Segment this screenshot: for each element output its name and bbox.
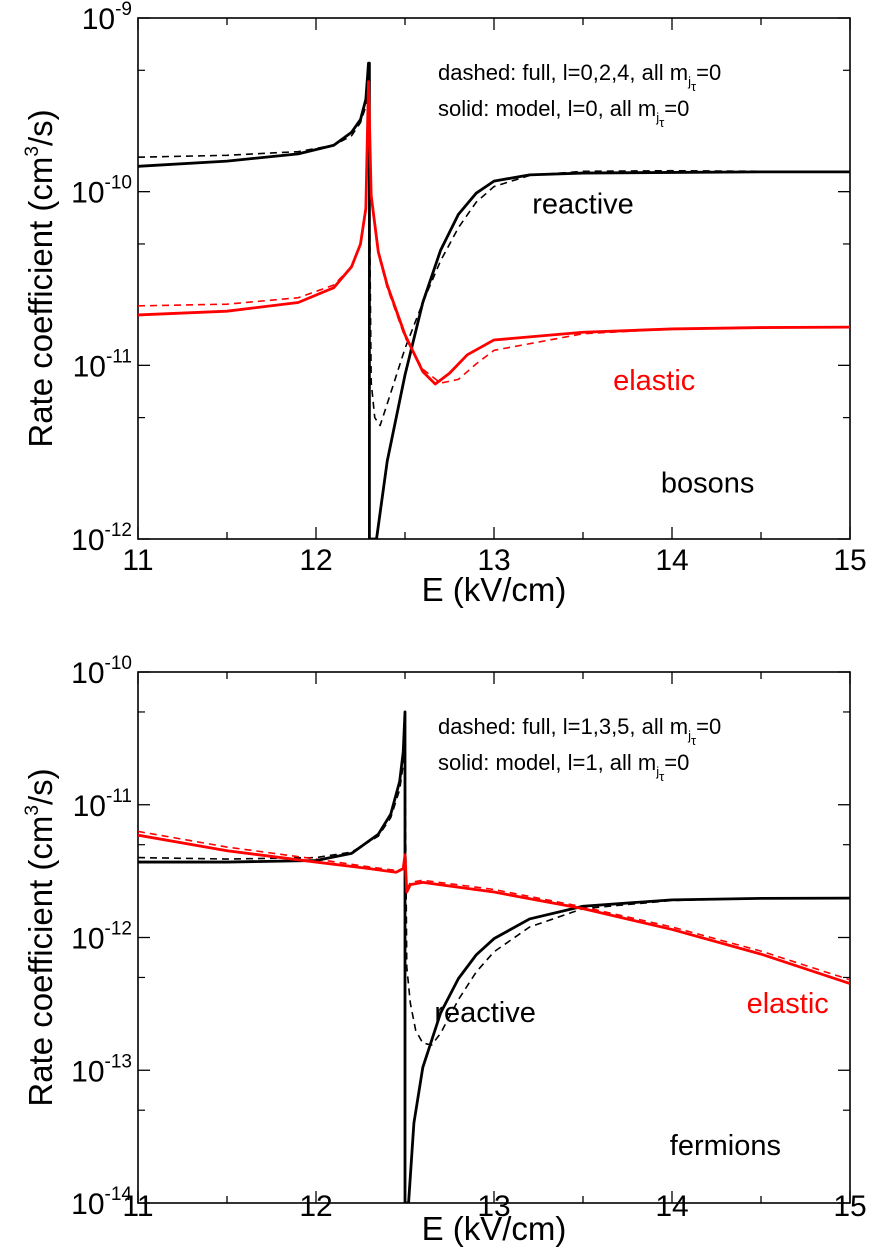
x-tick-label: 14	[655, 1190, 688, 1223]
y-tick-label: 10-12	[71, 520, 132, 557]
bosons-panel: 11 12 13 14 15 10-12 10-11 10-10 10-9 E (kV/cm) Ra…	[22, 0, 867, 608]
x-tick-label: 12	[299, 544, 332, 577]
annotation-reactive: reactive	[532, 188, 634, 220]
x-tick-label: 15	[833, 1190, 866, 1223]
annotation-bosons: bosons	[661, 468, 755, 500]
legend-entry-solid: solid: model, l=0, all mjτ=0	[438, 96, 689, 130]
reactive-model-solid-line	[138, 710, 850, 1203]
reactive-model-solid-line	[138, 61, 850, 539]
annotation-fermions: fermions	[670, 1130, 781, 1162]
annotation-elastic: elastic	[613, 365, 695, 397]
x-tick-label: 12	[299, 1190, 332, 1223]
x-tick-label: 13	[477, 544, 510, 577]
elastic-model-solid-line	[138, 833, 850, 985]
y-tick-label: 10-10	[71, 173, 132, 210]
elastic-full-dashed-line	[138, 830, 850, 981]
x-tick-label: 14	[655, 544, 688, 577]
y-axis-title: Rate coefficient (cm3/s)	[22, 109, 59, 447]
x-tick-label: 15	[833, 544, 866, 577]
reactive-full-dashed-line	[138, 96, 850, 427]
x-axis-title: E (kV/cm)	[422, 1210, 567, 1247]
fermions-panel: 11 12 13 14 15 10-14 10-13 10-12 10-11 10-10 E (kV…	[22, 653, 867, 1247]
annotation-elastic: elastic	[747, 988, 829, 1020]
y-tick-label: 10-12	[71, 919, 132, 956]
x-axis-title: E (kV/cm)	[422, 571, 567, 608]
elastic-model-solid-line	[138, 80, 850, 386]
y-tick-label: 10-14	[71, 1184, 132, 1221]
legend-entry-solid: solid: model, l=1, all mjτ=0	[438, 750, 689, 784]
legend-entry-dashed: dashed: full, l=1,3,5, all mjτ=0	[438, 714, 721, 748]
legend-entry-dashed: dashed: full, l=0,2,4, all mjτ=0	[438, 60, 721, 94]
x-tick-label: 11	[122, 544, 153, 577]
y-tick-label: 10-9	[82, 0, 132, 36]
x-tick-label: 11	[122, 1190, 153, 1223]
x-tick-label: 13	[477, 1190, 510, 1223]
elastic-full-dashed-line	[138, 80, 850, 384]
y-tick-label: 10-11	[73, 786, 132, 823]
annotation-reactive: reactive	[434, 997, 536, 1029]
y-tick-label: 10-11	[73, 346, 132, 383]
y-tick-label: 10-13	[71, 1051, 132, 1088]
y-axis-title: Rate coefficient (cm3/s)	[22, 768, 59, 1106]
y-tick-label: 10-10	[71, 653, 132, 690]
